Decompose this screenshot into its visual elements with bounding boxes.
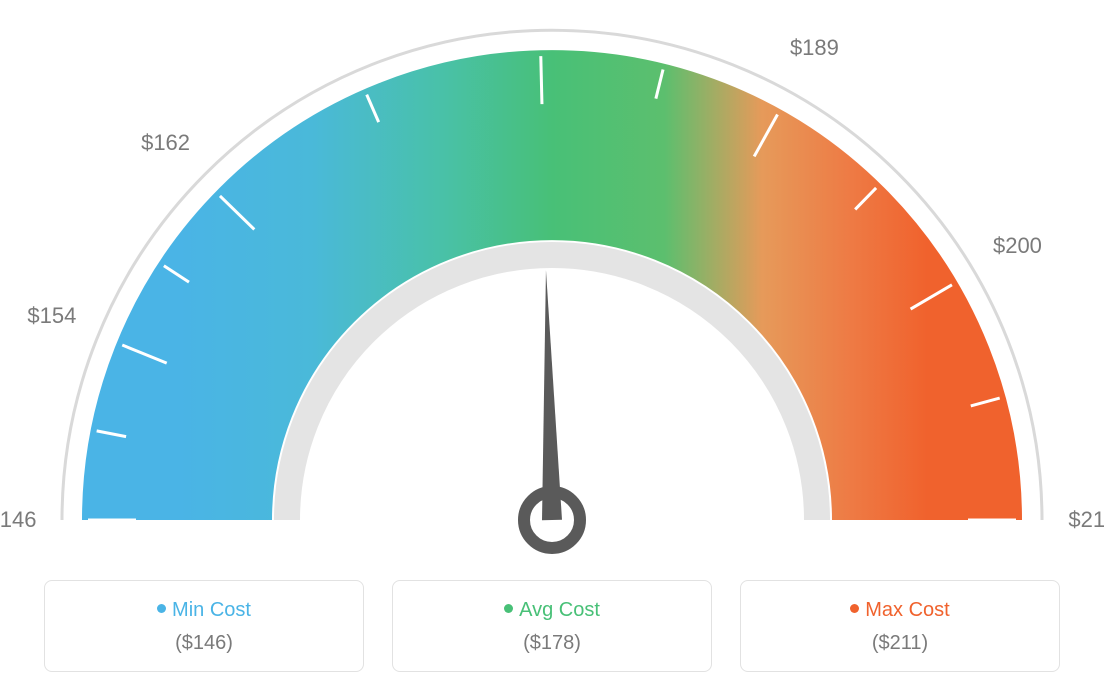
legend-title-max: Max Cost — [751, 599, 1049, 622]
legend-card-avg: Avg Cost ($178) — [392, 580, 712, 672]
legend-title-text-max: Max Cost — [865, 599, 949, 621]
legend-card-max: Max Cost ($211) — [740, 580, 1060, 672]
legend-title-text-avg: Avg Cost — [519, 599, 600, 621]
legend-title-avg: Avg Cost — [403, 599, 701, 622]
gauge-tick-label: $200 — [993, 233, 1042, 259]
legend-title-text-min: Min Cost — [172, 599, 251, 621]
gauge-tick-label: $189 — [790, 35, 839, 61]
legend-dot-min — [157, 604, 166, 613]
legend-dot-max — [850, 604, 859, 613]
gauge-tick-label: $211 — [1068, 507, 1104, 533]
legend-card-min: Min Cost ($146) — [44, 580, 364, 672]
legend-value-max: ($211) — [751, 632, 1049, 655]
gauge-tick-label: $154 — [27, 303, 76, 329]
gauge-tick-label: $146 — [0, 507, 36, 533]
legend-value-min: ($146) — [55, 632, 353, 655]
legend-dot-avg — [504, 604, 513, 613]
legend-value-avg: ($178) — [403, 632, 701, 655]
legend-row: Min Cost ($146) Avg Cost ($178) Max Cost… — [0, 580, 1104, 672]
gauge-tick-label: $162 — [141, 130, 190, 156]
legend-title-min: Min Cost — [55, 599, 353, 622]
gauge-svg — [0, 0, 1104, 560]
gauge-chart: $146$154$162$178$189$200$211 — [0, 0, 1104, 560]
